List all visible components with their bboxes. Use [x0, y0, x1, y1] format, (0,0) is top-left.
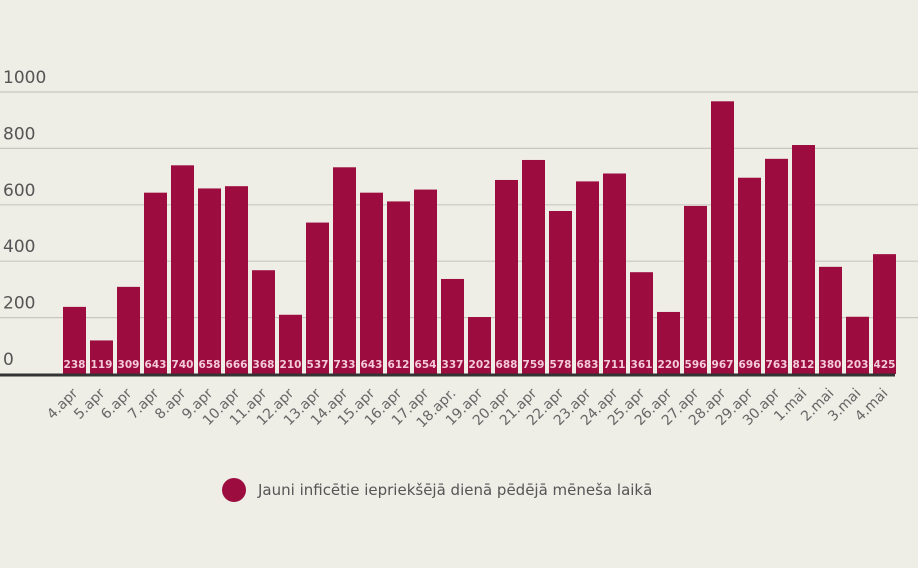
bar	[441, 278, 464, 374]
bar	[495, 179, 518, 374]
bar-value-label: 380	[820, 359, 842, 371]
bar	[144, 192, 167, 374]
bar-value-label: 337	[442, 359, 464, 371]
bar	[171, 165, 194, 374]
bar	[711, 101, 734, 374]
bar	[738, 177, 761, 374]
bar-value-label: 683	[577, 359, 599, 371]
bar-value-label: 238	[64, 359, 86, 371]
bar	[846, 316, 869, 374]
bar	[657, 311, 680, 374]
bar-value-label: 202	[469, 359, 491, 371]
bar	[576, 181, 599, 374]
bar	[252, 270, 275, 374]
bar-value-label: 812	[793, 359, 815, 371]
bar-value-label: 425	[874, 359, 896, 371]
bar	[306, 222, 329, 374]
y-tick-label: 1000	[3, 68, 46, 88]
bar-value-label: 210	[280, 359, 302, 371]
bar-value-label: 759	[523, 359, 545, 371]
bar	[522, 159, 545, 374]
bar-value-label: 596	[685, 359, 707, 371]
bar-value-label: 711	[604, 359, 626, 371]
bar	[225, 186, 248, 374]
bar	[63, 306, 86, 374]
bar	[819, 266, 842, 374]
bar-value-label: 578	[550, 359, 572, 371]
bar-value-label: 361	[631, 359, 653, 371]
bar	[684, 205, 707, 374]
bar	[90, 340, 113, 374]
legend-marker-icon	[222, 478, 246, 502]
bar	[333, 167, 356, 374]
bar	[387, 201, 410, 374]
bar-value-label: 309	[118, 359, 140, 371]
bar-value-label: 119	[91, 359, 113, 371]
legend: Jauni inficētie iepriekšējā dienā pēdējā…	[222, 478, 652, 502]
bar	[468, 317, 491, 374]
y-tick-label: 200	[3, 294, 35, 314]
bar	[549, 211, 572, 374]
bar	[765, 158, 788, 374]
bar-value-label: 688	[496, 359, 518, 371]
bar-value-label: 368	[253, 359, 275, 371]
bar	[792, 145, 815, 374]
bar	[198, 188, 221, 374]
bar-value-label: 696	[739, 359, 761, 371]
y-tick-label: 600	[3, 181, 35, 201]
bar-value-label: 763	[766, 359, 788, 371]
bar	[117, 286, 140, 374]
bar-value-label: 203	[847, 359, 869, 371]
bar-value-label: 643	[361, 359, 383, 371]
y-tick-label: 0	[3, 350, 14, 370]
y-tick-label: 400	[3, 237, 35, 257]
bar-value-label: 537	[307, 359, 329, 371]
bar-value-label: 220	[658, 359, 680, 371]
bar	[873, 254, 896, 374]
y-tick-label: 800	[3, 124, 35, 144]
bar-value-label: 666	[226, 359, 248, 371]
bar-value-label: 733	[334, 359, 356, 371]
legend-label: Jauni inficētie iepriekšējā dienā pēdējā…	[258, 481, 653, 499]
bar	[279, 314, 302, 374]
bar-value-label: 612	[388, 359, 410, 371]
bar	[630, 272, 653, 374]
bar-value-label: 967	[712, 359, 734, 371]
bar	[360, 192, 383, 374]
bar	[414, 189, 437, 374]
bar-value-label: 654	[415, 359, 437, 371]
bar	[603, 173, 626, 374]
bar-value-label: 740	[172, 359, 194, 371]
bar-value-label: 658	[199, 359, 221, 371]
bar-value-label: 643	[145, 359, 167, 371]
